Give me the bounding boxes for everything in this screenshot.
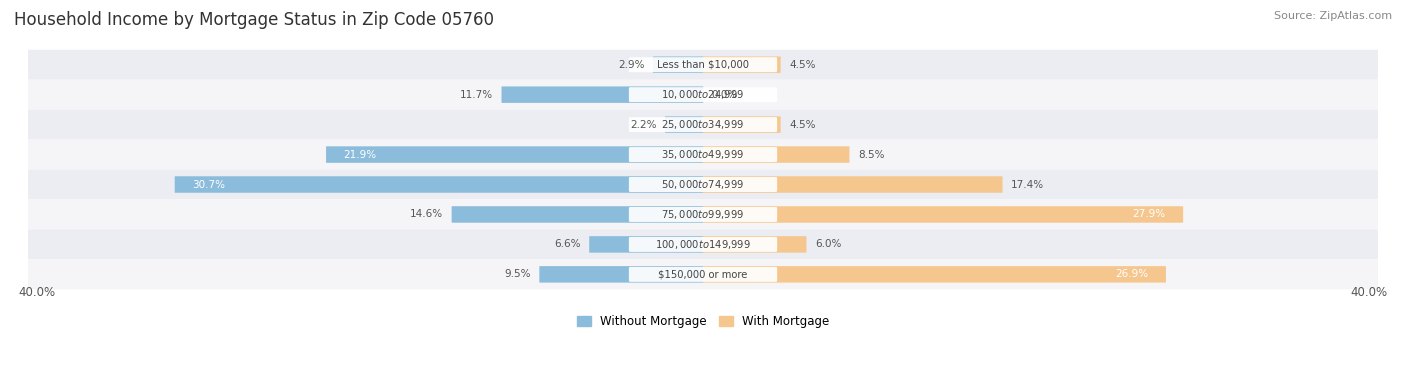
Text: 40.0%: 40.0%	[18, 286, 56, 299]
FancyBboxPatch shape	[703, 176, 1002, 193]
Text: 14.6%: 14.6%	[411, 209, 443, 220]
Text: 2.2%: 2.2%	[630, 119, 657, 130]
Legend: Without Mortgage, With Mortgage: Without Mortgage, With Mortgage	[572, 310, 834, 333]
Text: Source: ZipAtlas.com: Source: ZipAtlas.com	[1274, 11, 1392, 21]
Text: 21.9%: 21.9%	[343, 150, 377, 160]
FancyBboxPatch shape	[326, 146, 703, 163]
FancyBboxPatch shape	[628, 57, 778, 72]
Text: $50,000 to $74,999: $50,000 to $74,999	[661, 178, 745, 191]
FancyBboxPatch shape	[703, 116, 780, 133]
FancyBboxPatch shape	[665, 116, 703, 133]
Text: $100,000 to $149,999: $100,000 to $149,999	[655, 238, 751, 251]
FancyBboxPatch shape	[703, 266, 1166, 283]
Text: $25,000 to $34,999: $25,000 to $34,999	[661, 118, 745, 131]
FancyBboxPatch shape	[628, 207, 778, 222]
Text: Less than $10,000: Less than $10,000	[657, 60, 749, 70]
Text: 30.7%: 30.7%	[193, 180, 225, 189]
FancyBboxPatch shape	[28, 110, 1378, 139]
Text: Household Income by Mortgage Status in Zip Code 05760: Household Income by Mortgage Status in Z…	[14, 11, 494, 29]
FancyBboxPatch shape	[28, 229, 1378, 259]
Text: 40.0%: 40.0%	[1350, 286, 1388, 299]
Text: 26.9%: 26.9%	[1115, 270, 1149, 279]
Text: 11.7%: 11.7%	[460, 90, 494, 100]
FancyBboxPatch shape	[540, 266, 703, 283]
Text: 2.9%: 2.9%	[619, 60, 644, 70]
FancyBboxPatch shape	[628, 177, 778, 192]
Text: 6.6%: 6.6%	[554, 239, 581, 249]
FancyBboxPatch shape	[703, 146, 849, 163]
FancyBboxPatch shape	[703, 236, 807, 253]
FancyBboxPatch shape	[28, 80, 1378, 110]
Text: 0.0%: 0.0%	[711, 90, 738, 100]
Text: 4.5%: 4.5%	[789, 60, 815, 70]
FancyBboxPatch shape	[628, 117, 778, 132]
Text: 27.9%: 27.9%	[1133, 209, 1166, 220]
FancyBboxPatch shape	[174, 176, 703, 193]
FancyBboxPatch shape	[628, 147, 778, 162]
FancyBboxPatch shape	[628, 237, 778, 252]
FancyBboxPatch shape	[703, 56, 780, 73]
Text: $35,000 to $49,999: $35,000 to $49,999	[661, 148, 745, 161]
FancyBboxPatch shape	[703, 206, 1182, 223]
FancyBboxPatch shape	[28, 139, 1378, 170]
Text: 17.4%: 17.4%	[1011, 180, 1045, 189]
Text: 9.5%: 9.5%	[505, 270, 531, 279]
FancyBboxPatch shape	[628, 267, 778, 282]
Text: 6.0%: 6.0%	[815, 239, 841, 249]
FancyBboxPatch shape	[28, 170, 1378, 200]
Text: $10,000 to $24,999: $10,000 to $24,999	[661, 88, 745, 101]
Text: $75,000 to $99,999: $75,000 to $99,999	[661, 208, 745, 221]
FancyBboxPatch shape	[28, 259, 1378, 289]
FancyBboxPatch shape	[28, 200, 1378, 229]
FancyBboxPatch shape	[451, 206, 703, 223]
FancyBboxPatch shape	[628, 87, 778, 102]
Text: 8.5%: 8.5%	[858, 150, 884, 160]
FancyBboxPatch shape	[502, 87, 703, 103]
Text: $150,000 or more: $150,000 or more	[658, 270, 748, 279]
FancyBboxPatch shape	[28, 50, 1378, 80]
FancyBboxPatch shape	[589, 236, 703, 253]
FancyBboxPatch shape	[652, 56, 703, 73]
Text: 4.5%: 4.5%	[789, 119, 815, 130]
